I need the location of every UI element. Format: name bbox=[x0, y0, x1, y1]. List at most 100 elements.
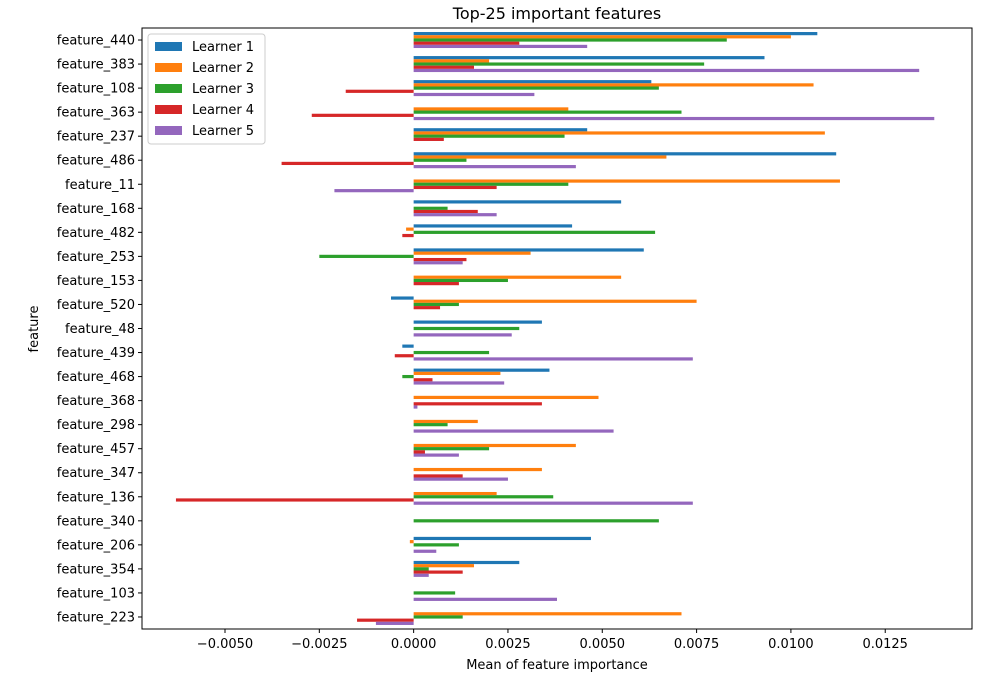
bar-feature-347-learner-2 bbox=[413, 467, 542, 472]
bar-feature-482-learner-3 bbox=[413, 230, 656, 234]
bar-feature-108-learner-1 bbox=[413, 80, 652, 84]
bar-feature-253-learner-1 bbox=[413, 248, 644, 252]
y-tick-label: feature_520 bbox=[57, 298, 135, 313]
bar-feature-520-learner-4 bbox=[413, 306, 441, 310]
y-tick-label: feature_340 bbox=[57, 514, 135, 529]
bar-feature-168-learner-3 bbox=[413, 206, 448, 210]
legend-swatch-learner-4 bbox=[155, 105, 182, 114]
x-tick-label: 0.0025 bbox=[485, 637, 531, 652]
bar-feature-468-learner-4 bbox=[413, 378, 433, 382]
y-tick-label: feature_206 bbox=[57, 538, 135, 553]
bars-group bbox=[175, 32, 935, 625]
bar-feature-457-learner-4 bbox=[413, 450, 425, 454]
y-tick-label: feature_347 bbox=[57, 466, 135, 481]
y-tick-label: feature_440 bbox=[57, 34, 135, 49]
x-tick-label: 0.0050 bbox=[580, 637, 626, 652]
bar-feature-457-learner-3 bbox=[413, 447, 490, 451]
bar-feature-354-learner-5 bbox=[413, 573, 429, 577]
bar-feature-206-learner-5 bbox=[413, 549, 437, 553]
y-tick-label: feature_486 bbox=[57, 154, 135, 169]
bar-feature-468-learner-1 bbox=[413, 368, 550, 372]
bar-feature-340-learner-3 bbox=[413, 519, 659, 523]
chart-title: Top-25 important features bbox=[452, 4, 661, 23]
legend-swatch-learner-1 bbox=[155, 42, 182, 51]
bar-feature-136-learner-5 bbox=[413, 501, 693, 505]
bar-feature-108-learner-5 bbox=[413, 92, 535, 97]
bar-feature-136-learner-4 bbox=[175, 498, 414, 502]
bar-feature-486-learner-5 bbox=[413, 165, 576, 169]
y-tick-label: feature_439 bbox=[57, 346, 135, 361]
bar-feature-153-learner-4 bbox=[413, 282, 459, 286]
bar-feature-108-learner-4 bbox=[345, 89, 414, 93]
bar-feature-223-learner-2 bbox=[413, 612, 682, 616]
bar-feature-520-learner-2 bbox=[413, 299, 697, 303]
y-tick-label: feature_457 bbox=[57, 442, 135, 457]
bar-feature-168-learner-4 bbox=[413, 209, 478, 214]
y-tick-label: feature_354 bbox=[57, 562, 135, 577]
bar-feature-298-learner-2 bbox=[413, 419, 478, 424]
bar-feature-440-learner-1 bbox=[413, 32, 818, 36]
bar-feature-153-learner-3 bbox=[413, 278, 508, 283]
bar-feature-440-learner-5 bbox=[413, 44, 588, 49]
y-tick-label: feature_103 bbox=[57, 586, 135, 601]
legend-label-learner-5: Learner 5 bbox=[192, 124, 254, 139]
bar-feature-103-learner-5 bbox=[413, 597, 557, 601]
y-tick-label: feature_11 bbox=[65, 178, 135, 193]
x-tick-label: 0.0125 bbox=[862, 637, 908, 652]
bar-feature-486-learner-1 bbox=[413, 152, 837, 156]
y-tick-label: feature_298 bbox=[57, 418, 135, 433]
bar-feature-468-learner-5 bbox=[413, 381, 505, 385]
bar-feature-383-learner-1 bbox=[413, 56, 765, 60]
y-tick-label: feature_368 bbox=[57, 394, 135, 409]
bar-feature-48-learner-3 bbox=[413, 326, 520, 331]
y-ticks-group: feature_440 feature_383 feature_108feature… bbox=[57, 34, 142, 625]
bar-feature-440-learner-2 bbox=[413, 35, 791, 39]
bar-feature-383-learner-5 bbox=[413, 68, 920, 73]
bar-feature-253-learner-3 bbox=[319, 254, 414, 258]
bar-feature-298-learner-5 bbox=[413, 429, 614, 433]
bar-feature-468-learner-2 bbox=[413, 371, 501, 375]
bar-feature-440-learner-3 bbox=[413, 38, 727, 42]
bar-feature-168-learner-1 bbox=[413, 200, 622, 204]
bar-feature-439-learner-4 bbox=[394, 354, 414, 358]
bar-feature-482-learner-4 bbox=[402, 233, 414, 238]
y-tick-label: feature_136 bbox=[57, 490, 135, 505]
bar-feature-363-learner-3 bbox=[413, 110, 682, 114]
x-tick-label: −0.0025 bbox=[291, 637, 347, 652]
bar-feature-347-learner-4 bbox=[413, 474, 463, 478]
bar-feature-368-learner-5 bbox=[413, 405, 418, 409]
bar-feature-439-learner-5 bbox=[413, 357, 693, 361]
bar-feature-108-learner-3 bbox=[413, 86, 659, 90]
x-tick-label: −0.0050 bbox=[197, 637, 253, 652]
bar-feature-363-learner-4 bbox=[311, 113, 414, 117]
bar-feature-457-learner-2 bbox=[413, 443, 576, 448]
bar-feature-482-learner-1 bbox=[413, 224, 573, 228]
y-tick-label: feature_223 bbox=[57, 610, 135, 625]
x-tick-label: 0.0000 bbox=[391, 637, 437, 652]
bar-feature-520-learner-1 bbox=[391, 296, 414, 300]
bar-feature-223-learner-4 bbox=[357, 618, 414, 622]
bar-feature-486-learner-4 bbox=[281, 161, 414, 166]
y-tick-label: feature_48 bbox=[65, 322, 135, 337]
bar-feature-354-learner-1 bbox=[413, 560, 520, 565]
legend: Learner 1 Learner 2 Learner 3 Learner 4 Lear… bbox=[147, 33, 266, 145]
bar-feature-237-learner-4 bbox=[413, 137, 444, 141]
bar-feature-206-learner-2 bbox=[409, 540, 414, 544]
x-tick-label: 0.0075 bbox=[674, 637, 720, 652]
x-tick-label: 0.0100 bbox=[768, 637, 814, 652]
bar-feature-253-learner-4 bbox=[413, 257, 467, 262]
bar-feature-253-learner-5 bbox=[413, 261, 463, 265]
bar-feature-237-learner-1 bbox=[413, 128, 588, 132]
bar-feature-168-learner-5 bbox=[413, 213, 497, 217]
bar-feature-11-learner-2 bbox=[413, 179, 840, 183]
bar-feature-11-learner-5 bbox=[334, 189, 414, 193]
bar-feature-383-learner-4 bbox=[413, 65, 474, 69]
bar-feature-206-learner-1 bbox=[413, 536, 591, 541]
bar-feature-383-learner-2 bbox=[413, 59, 490, 63]
y-axis-label: feature bbox=[27, 306, 42, 353]
legend-swatch-learner-2 bbox=[155, 63, 182, 72]
bar-feature-363-learner-2 bbox=[413, 107, 569, 111]
y-tick-label: feature_468 bbox=[57, 370, 135, 385]
bar-feature-48-learner-5 bbox=[413, 333, 512, 337]
legend-label-learner-2: Learner 2 bbox=[192, 61, 254, 76]
